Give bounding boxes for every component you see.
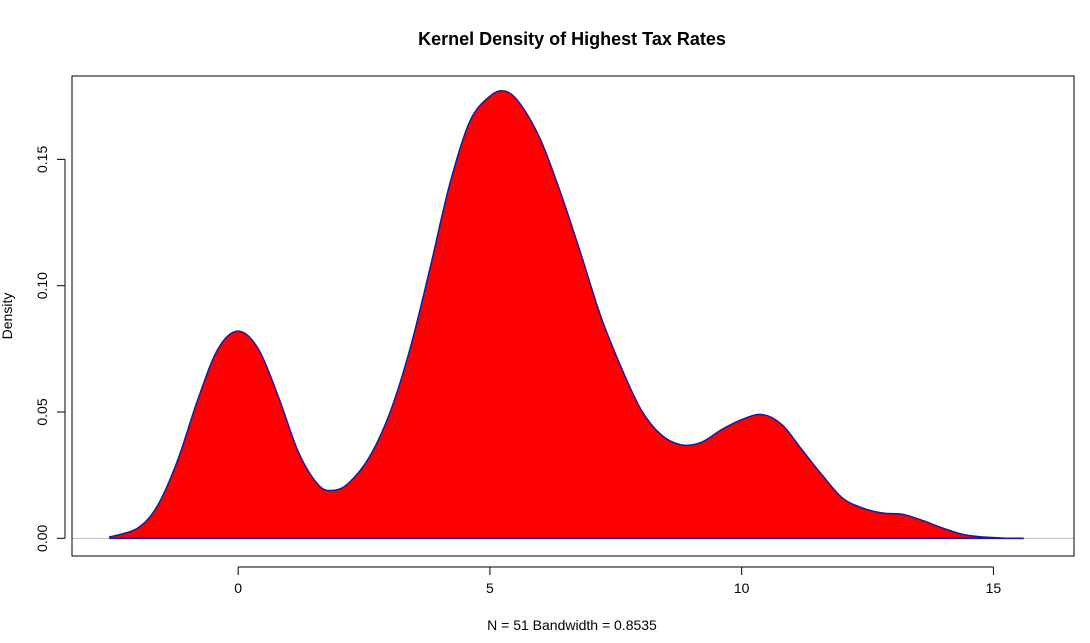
x-axis: 0 5 10 15 [234, 566, 1002, 596]
x-tick-label: 0 [234, 580, 242, 596]
density-line [109, 89, 1024, 540]
chart-title: Kernel Density of Highest Tax Rates [418, 29, 726, 49]
y-axis-label: Density [0, 293, 15, 340]
plot-frame [71, 75, 1075, 557]
y-tick-label: 0.10 [34, 272, 50, 299]
density-area [109, 90, 1024, 539]
x-axis-label: N = 51 Bandwidth = 0.8535 [487, 617, 657, 633]
y-axis: 0.00 0.05 0.10 0.15 [34, 146, 66, 552]
y-tick-label: 0.05 [34, 398, 50, 425]
density-layer [109, 89, 1024, 540]
y-tick-label: 0.00 [34, 524, 50, 551]
y-tick-label: 0.15 [34, 146, 50, 173]
x-tick-label: 10 [734, 580, 750, 596]
x-tick-label: 5 [486, 580, 494, 596]
x-tick-label: 15 [986, 580, 1002, 596]
